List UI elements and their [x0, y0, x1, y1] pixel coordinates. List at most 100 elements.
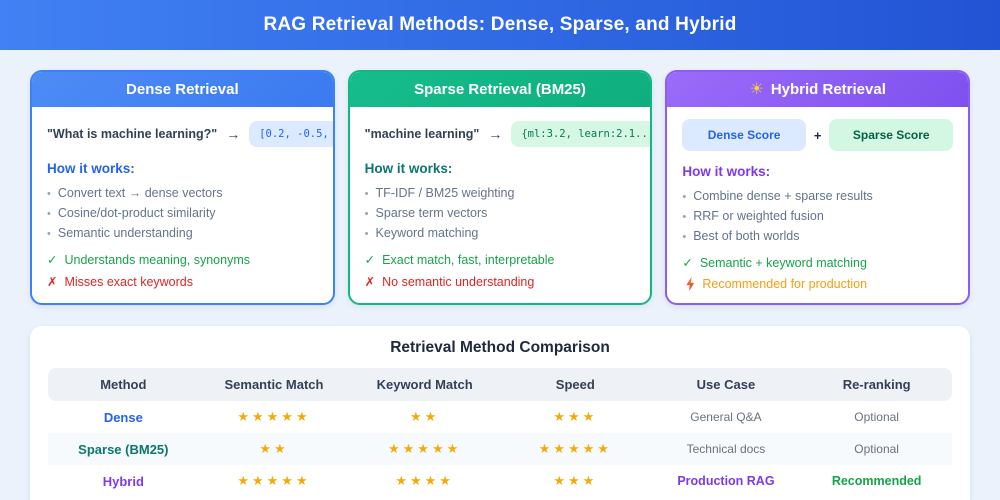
bullet-icon: • [47, 188, 51, 200]
sparse-pro-text: Exact match, fast, interpretable [382, 252, 555, 267]
dense-query-row: "What is machine learning?" → [0.2, -0.5… [47, 119, 333, 148]
hybrid-pro-text: Semantic + keyword matching [699, 255, 867, 270]
hybrid-bullet-1-text: Combine dense + sparse results [693, 189, 873, 203]
method-cell-sparse: Sparse (BM25) [78, 441, 169, 457]
dense-pro-line: ✓ Understands meaning, synonyms [47, 252, 318, 268]
comparison-panel: Retrieval Method Comparison Method Seman… [30, 326, 970, 500]
speed-stars-sparse: ★★★★★ [538, 441, 612, 456]
dense-vector-chip: [0.2, -0.5, 0.8...] [249, 120, 333, 147]
plus-icon: + [813, 127, 822, 143]
dense-query-text: "What is machine learning?" [47, 126, 218, 141]
lightning-icon [686, 277, 695, 291]
dense-score-chip: Dense Score [682, 119, 806, 151]
comparison-table-body: Dense ★★★★★ ★★ ★★★ General Q&A Optional … [48, 401, 952, 497]
hybrid-bullet-3-text: Best of both worlds [693, 229, 800, 243]
header-row: Method Semantic Match Keyword Match Spee… [48, 368, 952, 401]
method-cell-dense: Dense [103, 409, 143, 425]
hybrid-pro-line: ✓ Semantic + keyword matching [682, 255, 953, 271]
hybrid-card-body: Dense Score + Sparse Score How it works:… [667, 107, 968, 303]
sparse-bullet-2: • Sparse term vectors [365, 203, 636, 223]
use-case-hybrid: Production RAG [677, 474, 775, 488]
dense-card-body: "What is machine learning?" → [0.2, -0.5… [32, 107, 333, 301]
hybrid-bullet-1: • Combine dense + sparse results [682, 186, 953, 206]
hybrid-highlight-text: Recommended for production [702, 277, 868, 291]
arrow-right-icon: → [488, 125, 503, 142]
sparse-vector-chip: {ml:3.2, learn:2.1...} [511, 120, 651, 147]
col-header-reranking: Re-ranking [801, 368, 952, 401]
col-header-semantic-match: Semantic Match [198, 368, 350, 401]
bullet-icon: • [682, 211, 687, 223]
col-header-method: Method [48, 368, 199, 401]
col-header-use-case: Use Case [650, 368, 802, 401]
speed-stars-hybrid: ★★★ [553, 473, 598, 488]
hybrid-bullet-2: • RRF or weighted fusion [682, 206, 953, 226]
bullet-icon: • [682, 231, 687, 243]
method-cards: Dense Retrieval "What is machine learnin… [30, 70, 971, 305]
sparse-card-header: Sparse Retrieval (BM25) [349, 72, 651, 107]
check-icon: ✓ [364, 253, 376, 267]
page-title: RAG Retrieval Methods: Dense, Sparse, an… [263, 14, 737, 35]
method-cell-hybrid: Hybrid [102, 473, 144, 489]
reranking-sparse: Optional [854, 442, 899, 456]
reranking-hybrid: Recommended [831, 474, 922, 488]
dense-card-title: Dense Retrieval [126, 81, 239, 98]
dense-bullet-3: • Semantic understanding [47, 223, 318, 243]
col-header-keyword-match: Keyword Match [349, 368, 500, 401]
semantic-stars-dense: ★★★★★ [237, 409, 311, 424]
table-row-hybrid: Hybrid ★★★★★ ★★★★ ★★★ Production RAG Rec… [48, 465, 952, 497]
check-icon: ✓ [682, 256, 693, 270]
hybrid-retrieval-card: ☀ Hybrid Retrieval Dense Score + Sparse … [665, 70, 971, 305]
bullet-icon: • [364, 188, 369, 200]
col-header-speed: Speed [499, 368, 651, 401]
dense-bullet-2-text: Cosine/dot-product similarity [57, 206, 216, 220]
sparse-bullet-1-text: TF-IDF / BM25 weighting [375, 186, 515, 200]
bullet-icon: • [47, 228, 51, 240]
use-case-sparse: Technical docs [686, 442, 766, 456]
dense-bullet-3-text: Semantic understanding [57, 226, 193, 240]
cross-icon: ✗ [364, 275, 376, 289]
semantic-stars-hybrid: ★★★★★ [237, 473, 311, 488]
sparse-how-heading: How it works: [364, 161, 453, 176]
semantic-stars-sparse: ★★ [259, 441, 289, 456]
keyword-stars-dense: ★★ [409, 409, 440, 424]
dense-bullet-2: • Cosine/dot-product similarity [47, 203, 318, 223]
dense-retrieval-card: Dense Retrieval "What is machine learnin… [30, 70, 335, 305]
dense-bullet-1-text: Convert text → dense vectors [57, 186, 223, 200]
table-row-dense: Dense ★★★★★ ★★ ★★★ General Q&A Optional [48, 401, 952, 433]
sparse-query-row: "machine learning" → {ml:3.2, learn:2.1.… [365, 119, 651, 148]
dense-bullet-1: • Convert text → dense vectors [47, 183, 318, 203]
bullet-icon: • [364, 208, 369, 220]
hybrid-card-header: ☀ Hybrid Retrieval [667, 72, 969, 107]
reranking-dense: Optional [854, 410, 899, 424]
use-case-dense: General Q&A [690, 410, 762, 424]
sparse-con-text: No semantic understanding [382, 274, 535, 289]
dense-con-text: Misses exact keywords [64, 274, 193, 289]
sparse-pro-line: ✓ Exact match, fast, interpretable [364, 252, 636, 268]
cross-icon: ✗ [47, 275, 58, 289]
dense-con-line: ✗ Misses exact keywords [47, 274, 318, 290]
table-row-sparse: Sparse (BM25) ★★ ★★★★★ ★★★★★ Technical d… [48, 433, 952, 465]
hybrid-score-row: Dense Score + Sparse Score [682, 119, 954, 151]
sparse-card-title: Sparse Retrieval (BM25) [414, 81, 586, 98]
sparse-con-line: ✗ No semantic understanding [364, 274, 636, 290]
hybrid-bullet-2-text: RRF or weighted fusion [693, 209, 824, 223]
bullet-icon: • [47, 208, 51, 220]
keyword-stars-hybrid: ★★★★ [395, 473, 454, 488]
comparison-title: Retrieval Method Comparison [390, 339, 610, 356]
sparse-bullet-3: • Keyword matching [365, 223, 636, 243]
dense-card-header: Dense Retrieval [32, 72, 333, 107]
sparse-retrieval-card: Sparse Retrieval (BM25) "machine learnin… [347, 70, 653, 305]
check-icon: ✓ [47, 253, 58, 267]
sparse-card-body: "machine learning" → {ml:3.2, learn:2.1.… [350, 107, 651, 301]
sparse-score-chip: Sparse Score [829, 119, 954, 151]
hybrid-highlight-line: Recommended for production [682, 277, 953, 291]
sun-icon: ☀ [749, 80, 764, 98]
dense-pro-text: Understands meaning, synonyms [64, 252, 250, 267]
speed-stars-dense: ★★★ [553, 409, 598, 424]
bullet-icon: • [364, 228, 369, 240]
bullet-icon: • [682, 191, 687, 203]
keyword-stars-sparse: ★★★★★ [388, 441, 462, 456]
hybrid-card-title: Hybrid Retrieval [770, 81, 886, 98]
title-banner: RAG Retrieval Methods: Dense, Sparse, an… [0, 0, 1000, 50]
sparse-bullet-2-text: Sparse term vectors [375, 206, 488, 220]
